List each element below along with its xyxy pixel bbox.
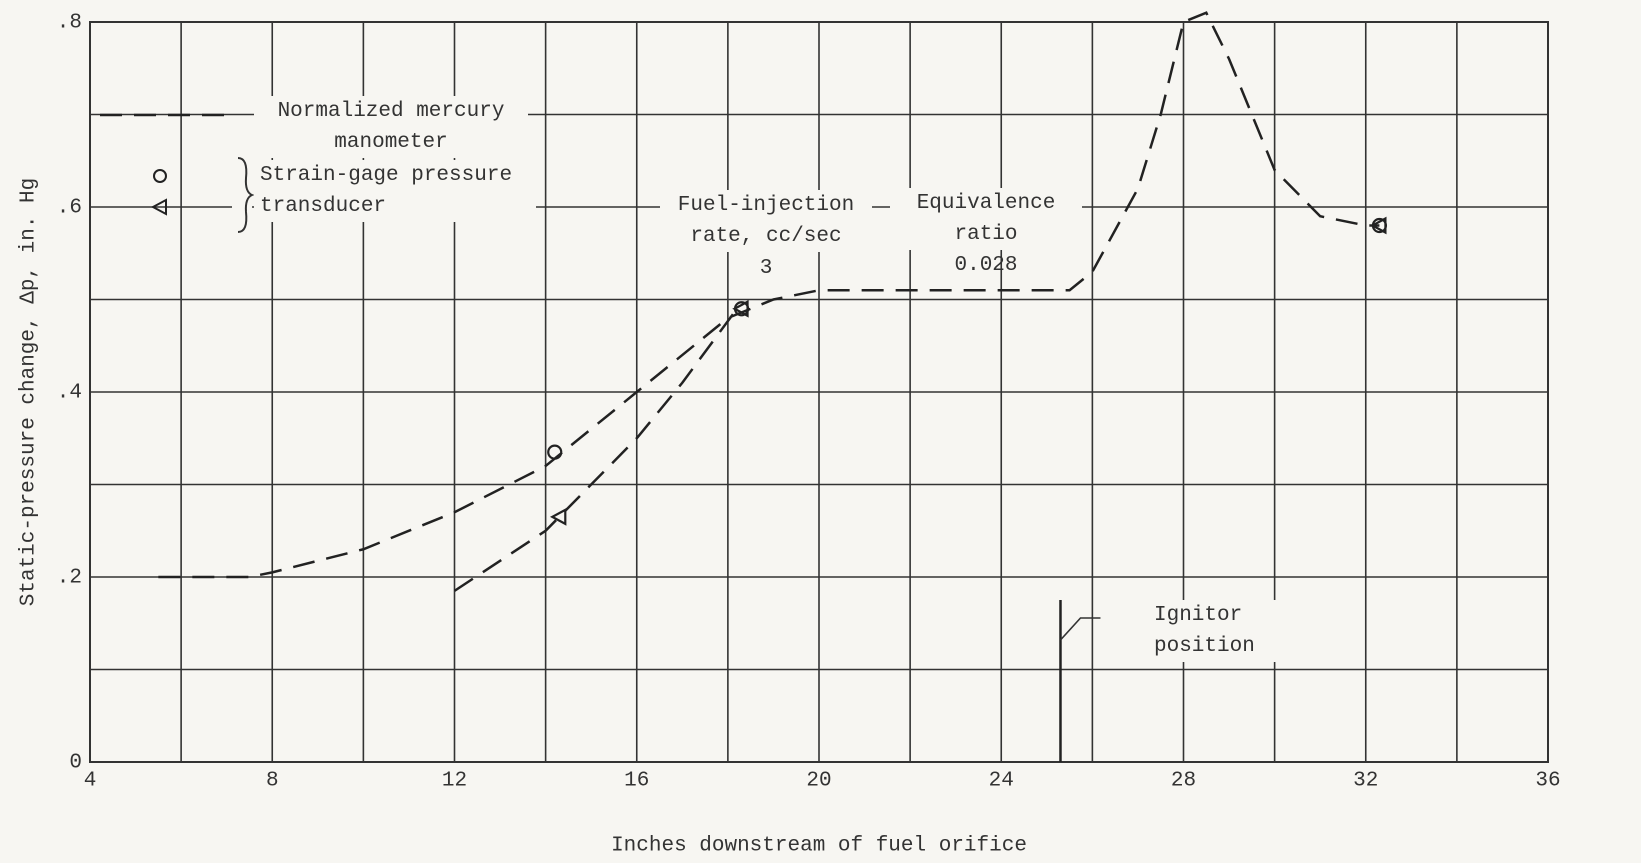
legend-brace	[237, 157, 255, 233]
y-tick-label: .6	[57, 197, 82, 220]
table-value: 3	[759, 257, 773, 280]
table-value: 0.028	[954, 254, 1018, 277]
table-header: Equivalence ratio	[890, 188, 1082, 250]
x-tick-label: 12	[442, 770, 467, 793]
x-tick-label: 32	[1353, 770, 1378, 793]
x-axis-label: Inches downstream of fuel orifice	[611, 835, 1027, 858]
legend-bg	[232, 160, 252, 238]
y-tick-label: .2	[57, 567, 82, 590]
y-axis-label: Static-pressure change, Δp, in. Hg	[18, 178, 41, 606]
table-header: Fuel-injection rate, cc/sec	[660, 190, 872, 252]
y-tick-label: 0	[69, 752, 82, 775]
y-tick-label: .4	[57, 382, 82, 405]
point	[549, 508, 567, 526]
point	[547, 444, 563, 460]
x-tick-label: 8	[266, 770, 279, 793]
x-tick-label: 20	[806, 770, 831, 793]
y-tick-label: .8	[57, 12, 82, 35]
annotation-leader	[1059, 617, 1101, 641]
x-tick-label: 28	[1171, 770, 1196, 793]
legend-swatch	[150, 198, 167, 216]
legend-swatch	[153, 169, 167, 183]
legend-label: Normalized mercury manometer	[254, 96, 528, 158]
x-tick-label: 16	[624, 770, 649, 793]
line	[158, 11, 1380, 592]
x-tick-label: 4	[84, 770, 97, 793]
x-tick-label: 36	[1535, 770, 1560, 793]
plot-frame	[89, 21, 1549, 763]
legend-label: Strain-gage pressure transducer	[254, 160, 536, 222]
annotation: Ignitor position	[1148, 600, 1295, 662]
x-tick-label: 24	[989, 770, 1014, 793]
point	[732, 299, 749, 318]
point	[1370, 216, 1387, 235]
